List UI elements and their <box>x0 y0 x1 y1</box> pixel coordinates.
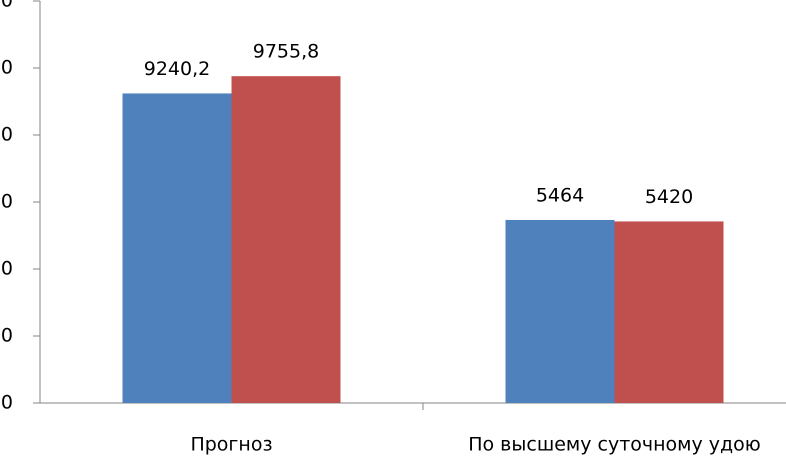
bar <box>614 221 724 403</box>
y-tick-label: 0 <box>1 392 13 414</box>
value-label: 5420 <box>645 186 693 208</box>
value-label: 9240,2 <box>144 58 210 80</box>
x-tick-label: По высшему суточному удою <box>468 434 761 456</box>
y-tick-label: 10000 <box>0 57 13 79</box>
value-label: 9755,8 <box>253 41 319 63</box>
y-tick-label: 4000 <box>0 258 13 280</box>
value-label: 5464 <box>536 184 584 206</box>
x-tick-label: Прогноз <box>190 434 272 456</box>
y-tick-label: 6000 <box>0 191 13 213</box>
y-tick-label: 2000 <box>0 325 13 347</box>
y-tick-label: 8000 <box>0 124 13 146</box>
y-tick-label: 12000 <box>0 0 13 12</box>
bar <box>505 219 615 403</box>
bar <box>122 93 232 403</box>
bar <box>231 76 341 404</box>
